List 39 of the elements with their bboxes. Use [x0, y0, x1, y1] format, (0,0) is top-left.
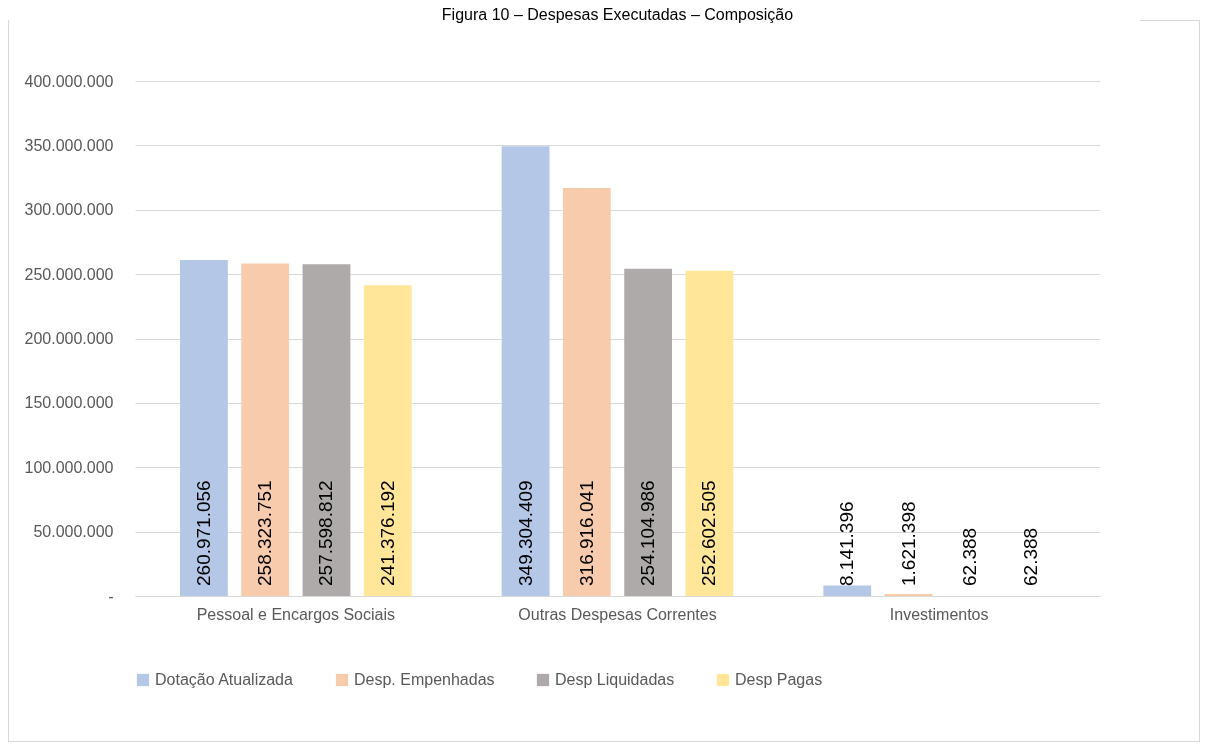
data-label: 1.621.398	[897, 501, 919, 586]
legend-label: Desp Pagas	[735, 671, 823, 688]
x-tick-label: Outras Despesas Correntes	[518, 605, 717, 623]
data-label: 252.602.505	[698, 480, 720, 586]
y-tick-label: 150.000.000	[24, 394, 114, 412]
y-tick-label: -	[108, 587, 114, 605]
bar	[884, 593, 933, 596]
x-tick-label: Investimentos	[889, 605, 989, 623]
x-tick-label: Pessoal e Encargos Sociais	[196, 605, 395, 623]
y-tick-label: 200.000.000	[24, 330, 114, 347]
bar	[180, 260, 228, 596]
bar	[562, 187, 611, 596]
data-label: 316.916.041	[575, 480, 597, 586]
y-tick-label: 300.000.000	[24, 201, 114, 219]
data-label: 258.323.751	[254, 480, 276, 586]
data-label: 62.388	[1020, 527, 1042, 586]
bar	[501, 146, 550, 596]
bar	[685, 270, 734, 596]
data-label: 254.104.986	[637, 480, 659, 586]
bar	[624, 268, 673, 596]
legend-label: Dotação Atualizada	[155, 671, 293, 688]
data-label: 62.388	[958, 527, 980, 586]
y-tick-label: 350.000.000	[24, 136, 114, 154]
bar	[302, 264, 351, 596]
legend-label: Desp. Empenhadas	[354, 671, 495, 688]
y-tick-label: 50.000.000	[33, 523, 114, 541]
y-tick-label: 400.000.000	[24, 72, 114, 90]
data-label: 257.598.812	[315, 480, 337, 586]
data-label: 349.304.409	[514, 480, 536, 586]
bar	[363, 285, 412, 596]
y-tick-label: 100.000.000	[24, 458, 114, 476]
chart-title: Figura 10 – Despesas Executadas – Composição	[441, 6, 794, 23]
y-tick-label: 250.000.000	[24, 265, 114, 283]
data-label: 8.141.396	[836, 501, 858, 586]
bar	[823, 585, 872, 596]
legend-label: Desp Liquidadas	[555, 671, 675, 688]
data-label: 241.376.192	[376, 480, 398, 586]
bar	[241, 263, 290, 596]
data-label: 260.971.056	[192, 480, 214, 586]
